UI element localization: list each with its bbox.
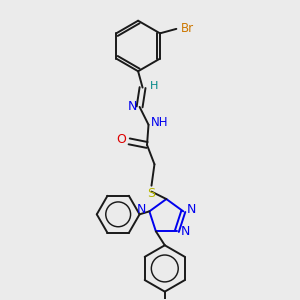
Text: N: N [181, 225, 190, 239]
Text: H: H [150, 81, 158, 91]
Text: O: O [116, 134, 126, 146]
Text: NH: NH [151, 116, 169, 130]
Text: N: N [128, 100, 137, 113]
Text: N: N [187, 203, 196, 216]
Text: S: S [148, 188, 155, 200]
Text: N: N [136, 203, 146, 216]
Text: Br: Br [181, 22, 194, 35]
